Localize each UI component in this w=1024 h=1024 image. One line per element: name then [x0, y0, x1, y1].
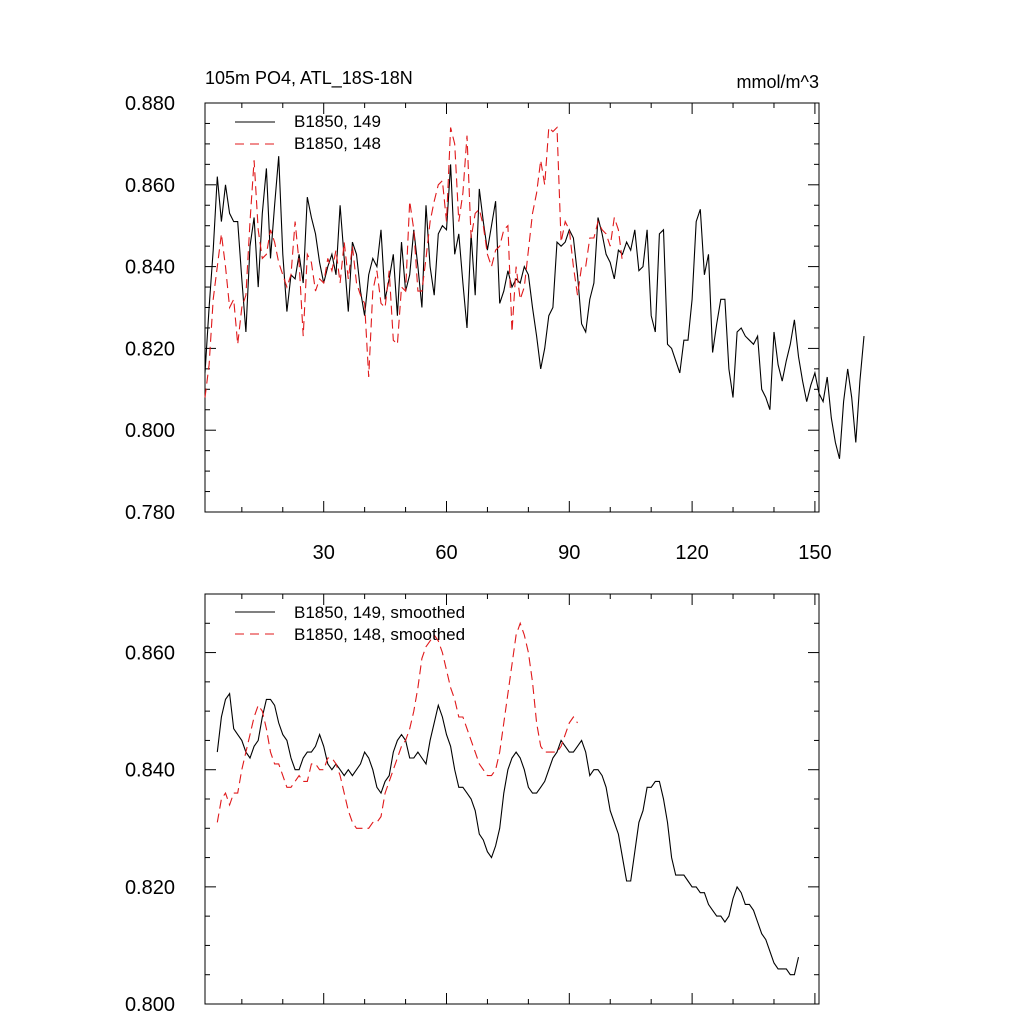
bottom-series [216, 621, 800, 976]
top-xtick-label: 60 [435, 542, 457, 564]
bottom-series-line-1 [216, 621, 578, 829]
bottom-panel: 0.800 0.820 0.840 0.860 B1850, 149, smoothe… [125, 593, 820, 1016]
top-units: mmol/m^3 [737, 72, 819, 92]
top-panel: 105m PO4, ATL_18S-18N mmol/m^3 0.780 0.80… [125, 68, 865, 564]
top-legend-label-0: B1850, 149 [294, 112, 381, 131]
top-xtick-label: 90 [558, 542, 580, 564]
top-ytick-label: 0.780 [125, 502, 175, 524]
bottom-series-line-0 [216, 692, 800, 976]
bottom-legend-label-1: B1850, 148, smoothed [294, 625, 465, 644]
top-ytick-label: 0.880 [125, 93, 175, 115]
top-legend: B1850, 149 B1850, 148 [235, 112, 381, 153]
bottom-legend: B1850, 149, smoothed B1850, 148, smoothe… [235, 603, 465, 644]
top-xtick-label: 150 [798, 542, 831, 564]
top-plot-frame [204, 102, 820, 513]
top-ytick-label: 0.840 [125, 257, 175, 279]
bottom-plot-frame [204, 593, 820, 1005]
top-xtick-label: 30 [313, 542, 335, 564]
top-ytick-label: 0.800 [125, 420, 175, 442]
top-ytick-label: 0.860 [125, 175, 175, 197]
bottom-legend-label-0: B1850, 149, smoothed [294, 603, 465, 622]
bottom-axes: 0.800 0.820 0.840 0.860 [125, 593, 819, 1016]
bottom-ytick-label: 0.820 [125, 877, 175, 899]
bottom-ytick-label: 0.860 [125, 643, 175, 665]
top-axes: 0.780 0.800 0.820 0.840 0.860 0.880 30 60 90 120 1… [125, 93, 832, 564]
top-series-line-1 [204, 126, 624, 398]
top-legend-label-1: B1850, 148 [294, 134, 381, 153]
top-series-line-0 [204, 156, 865, 459]
bottom-ytick-label: 0.840 [125, 760, 175, 782]
top-ytick-label: 0.820 [125, 338, 175, 360]
bottom-ytick-label: 0.800 [125, 994, 175, 1016]
top-series [204, 126, 865, 459]
top-title: 105m PO4, ATL_18S-18N [205, 68, 413, 89]
top-xtick-label: 120 [675, 542, 708, 564]
